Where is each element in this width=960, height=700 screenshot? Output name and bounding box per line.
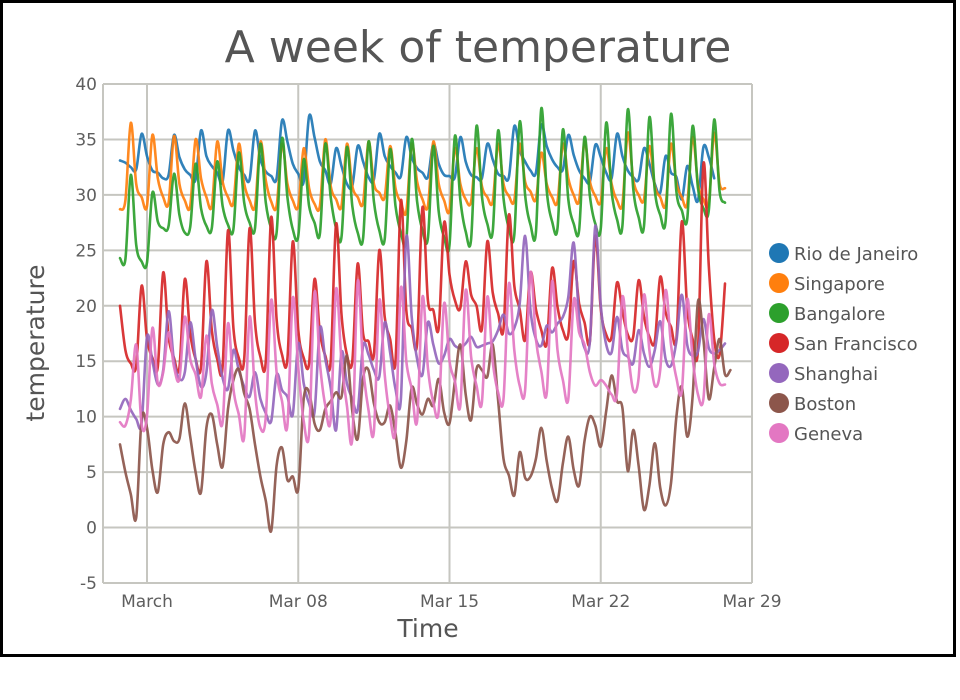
series-line-bangalore — [118, 107, 727, 270]
legend-marker-icon — [769, 333, 789, 353]
y-tick-label: 15 — [75, 352, 97, 372]
series-line-boston — [118, 298, 732, 533]
legend: Rio de Janeiro Singapore Bangalore San Fran… — [769, 243, 918, 445]
y-axis-title: temperature — [21, 264, 50, 421]
y-tick-label: 25 — [75, 241, 97, 261]
legend-marker-icon — [769, 243, 789, 263]
x-axis-title: Time — [396, 614, 458, 643]
series-line-geneva — [118, 270, 727, 446]
y-tick-label: 10 — [75, 408, 97, 428]
y-tick-label: 30 — [75, 186, 97, 206]
legend-marker-icon — [769, 423, 789, 443]
legend-marker-icon — [769, 273, 789, 293]
legend-label: Boston — [794, 394, 856, 415]
chart-title: A week of temperature — [225, 22, 732, 73]
legend-item: Rio de Janeiro — [769, 243, 918, 265]
legend-marker-icon — [769, 393, 789, 413]
y-tick-label: 40 — [75, 75, 97, 95]
x-tick-label: Mar 15 — [420, 592, 479, 612]
y-tick-label: 5 — [86, 463, 97, 483]
y-tick-label: 35 — [75, 130, 97, 150]
y-tick-label: 20 — [75, 297, 97, 317]
y-tick-label: -5 — [80, 574, 97, 594]
x-tick-label: March — [121, 592, 173, 612]
x-tick-label: Mar 08 — [269, 592, 328, 612]
series-line-shanghai — [118, 224, 727, 432]
legend-item: Shanghai — [769, 363, 878, 385]
legend-item: Singapore — [769, 273, 885, 295]
x-tick-label: Mar 22 — [571, 592, 630, 612]
legend-item: Boston — [769, 393, 856, 415]
legend-item: Geneva — [769, 423, 863, 445]
legend-label: Singapore — [794, 274, 885, 295]
y-tick-label: 0 — [86, 519, 97, 539]
legend-item: San Francisco — [769, 333, 918, 355]
legend-label: Bangalore — [794, 304, 885, 325]
axes: -5 0 5 10 15 20 25 30 35 40 March Mar 08 Mar 15 Mar 2… — [75, 75, 781, 612]
legend-label: Rio de Janeiro — [794, 244, 918, 265]
legend-label: Shanghai — [794, 364, 878, 385]
x-tick-label: Mar 29 — [722, 592, 781, 612]
legend-label: Geneva — [794, 424, 863, 445]
legend-item: Bangalore — [769, 303, 885, 325]
legend-marker-icon — [769, 363, 789, 383]
series-lines — [118, 107, 732, 533]
legend-marker-icon — [769, 303, 789, 323]
legend-label: San Francisco — [794, 334, 918, 355]
